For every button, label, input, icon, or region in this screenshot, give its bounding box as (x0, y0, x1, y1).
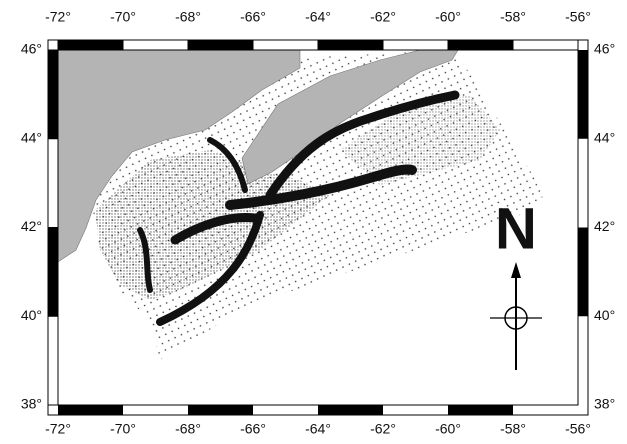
lat-tick-label: 42° (21, 218, 42, 234)
border-band (48, 227, 58, 317)
dense-band (156, 211, 264, 326)
frame: -72° -72° -70° -70° -68° -68° -66° -66° -64° -64°… (21, 9, 615, 437)
border-band (578, 227, 588, 317)
dense-band (225, 164, 417, 210)
lat-tick-label: 42° (594, 218, 615, 234)
lon-tick-label: -72° (45, 9, 71, 25)
land (57, 49, 459, 263)
lon-tick-label: -58° (500, 9, 526, 25)
mesh-dense (340, 95, 500, 185)
lon-tick-label: -68° (175, 9, 201, 25)
border-band (318, 40, 383, 50)
lon-tick-label: -62° (370, 9, 396, 25)
lon-tick-label: -70° (110, 421, 136, 437)
lon-tick-label: -64° (305, 421, 331, 437)
lon-tick-label: -66° (240, 421, 266, 437)
dense-bands (137, 90, 460, 326)
dense-band (137, 227, 153, 293)
north-arrow: N (490, 196, 542, 370)
lon-tick-label: -64° (305, 9, 331, 25)
border-band (58, 405, 123, 415)
lon-tick-label: -56° (565, 9, 591, 25)
lat-tick-label: 46° (594, 41, 615, 57)
border-band (448, 405, 513, 415)
lon-tick-label: -58° (500, 421, 526, 437)
north-arrow-head (511, 262, 521, 278)
lat-tick-label: 44° (21, 129, 42, 145)
north-label: N (495, 196, 537, 261)
lon-tick-label: -72° (45, 421, 71, 437)
border-band (188, 40, 253, 50)
border-band (188, 405, 253, 415)
dense-band (265, 90, 460, 200)
lon-tick-label: -66° (240, 9, 266, 25)
land-mass (57, 49, 301, 263)
border-band (48, 50, 58, 139)
lon-tick-label: -70° (110, 9, 136, 25)
land-mass (241, 49, 459, 185)
lon-tick-label: -56° (565, 421, 591, 437)
lon-tick-label: -60° (435, 421, 461, 437)
lon-tick-label: -68° (175, 421, 201, 437)
lon-tick-label: -60° (435, 9, 461, 25)
lat-tick-label: 40° (594, 307, 615, 323)
border-band (578, 50, 588, 139)
lat-tick-label: 40° (21, 307, 42, 323)
lat-tick-label: 38° (594, 396, 615, 412)
border-band (318, 405, 383, 415)
border-band (448, 40, 513, 50)
dense-band (207, 137, 248, 193)
lon-tick-label: -62° (370, 421, 396, 437)
dense-band (170, 212, 260, 245)
lat-tick-label: 44° (594, 129, 615, 145)
lat-tick-label: 38° (21, 396, 42, 412)
border-band (58, 40, 123, 50)
lat-tick-label: 46° (21, 41, 42, 57)
